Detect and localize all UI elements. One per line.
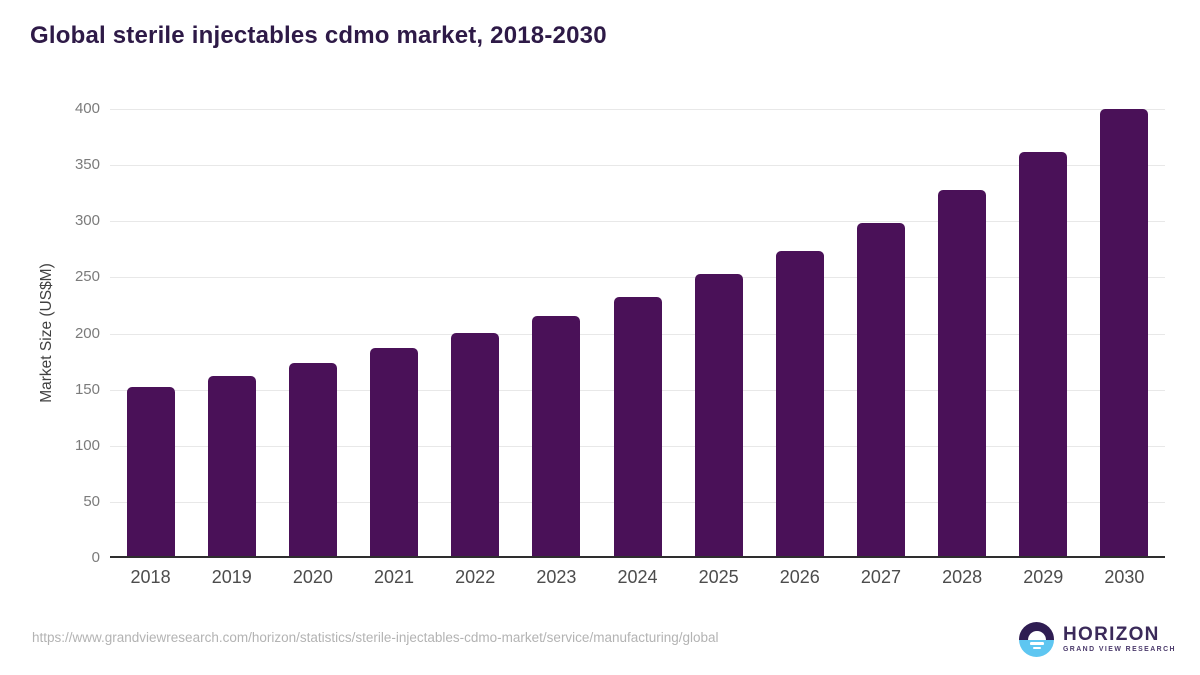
x-tick-label-2019: 2019 [211,567,252,587]
y-tick-label-250: 250 [74,268,100,286]
x-tick-label-2023: 2023 [536,567,577,587]
logo-icon-reflection-line [1032,646,1041,649]
logo-icon-reflection-line [1029,642,1044,645]
bar-2027 [856,222,905,556]
horizon-logo: HORIZON GRAND VIEW RESEARCH [1019,622,1176,657]
chart-title: Global sterile injectables cdmo market, … [30,22,607,49]
x-tick-label-2020: 2020 [292,567,333,587]
x-tick-label-2024: 2024 [617,567,658,587]
y-tick-label-50: 50 [83,492,100,510]
x-tick-label-2026: 2026 [779,567,820,587]
bar-2028 [938,190,987,556]
x-tick-label-2028: 2028 [942,567,983,587]
y-tick-label-100: 100 [74,436,100,454]
bar-2021 [370,348,419,556]
source-url: https://www.grandviewresearch.com/horizo… [32,630,719,645]
bar-2023 [532,315,581,556]
bar-2018 [126,386,175,556]
bar-2024 [613,296,662,556]
x-tick-label-2021: 2021 [374,567,415,587]
x-tick-label-2029: 2029 [1023,567,1064,587]
x-tick-label-2027: 2027 [860,567,901,587]
bar-2020 [288,362,337,556]
bar-2030 [1100,109,1149,556]
x-tick-label-2022: 2022 [455,567,496,587]
x-tick-label-2018: 2018 [130,567,171,587]
y-tick-label-300: 300 [74,212,100,230]
gridline-350 [110,165,1165,167]
bar-2026 [775,250,824,556]
gridline-400 [110,109,1165,110]
y-tick-label-350: 350 [74,156,100,174]
horizon-logo-icon [1019,622,1054,657]
logo-text-block: HORIZON GRAND VIEW RESEARCH [1063,625,1176,654]
logo-subtitle: GRAND VIEW RESEARCH [1063,646,1176,654]
x-tick-label-2030: 2030 [1104,567,1145,587]
gridline-300 [110,221,1165,223]
gridline-250 [110,277,1165,279]
bar-2025 [694,274,743,556]
y-tick-label-200: 200 [74,324,100,342]
logo-icon-sun [1027,630,1046,640]
y-tick-label-0: 0 [91,549,100,566]
plot-area [110,109,1165,558]
bar-2019 [207,376,256,556]
bar-2029 [1019,151,1068,556]
logo-name: HORIZON [1063,624,1160,646]
bar-2022 [451,332,500,556]
y-tick-label-400: 400 [74,100,100,117]
x-tick-label-2025: 2025 [698,567,739,587]
y-tick-label-150: 150 [74,380,100,398]
